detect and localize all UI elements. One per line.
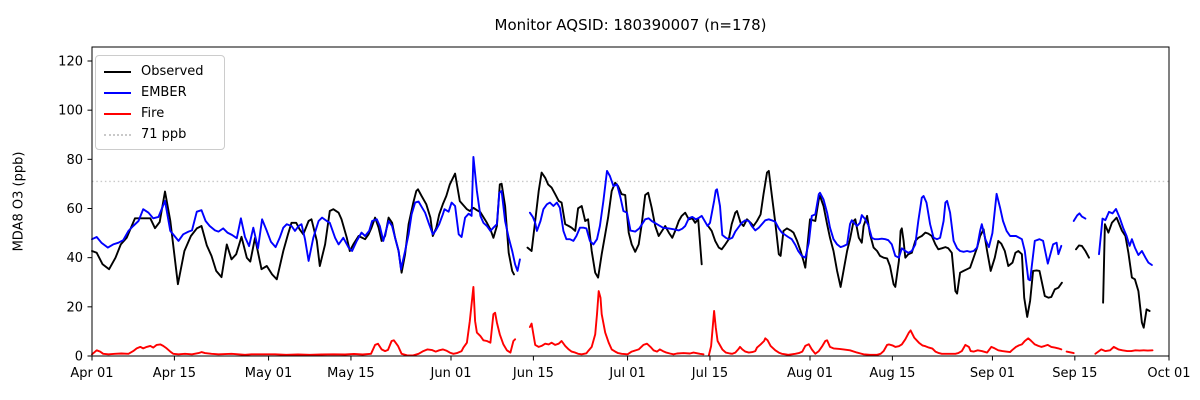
plot-border [91, 46, 1170, 357]
series-line-observed [91, 172, 515, 286]
y-tick-label: 120 [58, 55, 83, 70]
x-tick-label: Sep 01 [970, 366, 1015, 381]
series-ember [91, 155, 1153, 282]
legend-item-71-ppb: 71 ppb [104, 124, 216, 145]
x-axis: Apr 01 Apr 15 May 01 May 15 Jun 01 Jun 15 Jul … [70, 356, 1191, 381]
x-tick-label: Jul 01 [608, 366, 645, 381]
x-tick-label: Oct 01 [1147, 366, 1190, 381]
x-tick-label: Jun 01 [430, 366, 472, 381]
legend-swatch-71-ppb [104, 133, 131, 136]
series-line-fire [1065, 350, 1075, 355]
legend-label: Fire [141, 106, 165, 121]
x-tick-label: May 15 [327, 366, 375, 381]
series-line-ember [1072, 212, 1087, 222]
y-axis-label: MDA8 O3 (ppb) [11, 151, 27, 252]
series-line-fire [528, 290, 705, 356]
x-tick-label: Apr 15 [153, 366, 196, 381]
legend: Observed EMBER Fire 71 ppb [95, 55, 225, 150]
series-line-ember [528, 169, 1063, 282]
x-tick-label: Jun 15 [512, 366, 554, 381]
y-axis: 0 20 40 60 80 100 120 [58, 55, 92, 365]
x-tick-label: Apr 01 [70, 366, 113, 381]
series-line-fire [707, 310, 1063, 357]
x-tick-label: Aug 01 [787, 366, 833, 381]
legend-label: 71 ppb [141, 127, 187, 142]
y-tick-label: 20 [66, 300, 83, 315]
series-line-observed [707, 169, 1063, 318]
legend-swatch-observed [104, 70, 131, 73]
legend-swatch-ember [104, 91, 131, 94]
y-tick-label: 80 [66, 153, 83, 168]
x-tick-label: May 01 [245, 366, 293, 381]
x-tick-label: Sep 15 [1052, 366, 1097, 381]
series-line-observed [1102, 216, 1151, 329]
series-line-fire [1094, 345, 1154, 355]
y-tick-label: 0 [75, 350, 83, 365]
series-line-ember [1098, 208, 1153, 266]
series-line-fire [91, 285, 517, 357]
legend-item-fire: Fire [104, 103, 216, 124]
legend-item-ember: EMBER [104, 82, 216, 103]
legend-swatch-fire [104, 112, 131, 115]
y-tick-label: 40 [66, 251, 83, 266]
legend-label: EMBER [141, 85, 187, 100]
legend-label: Observed [141, 64, 204, 79]
series-fire [91, 285, 1154, 357]
x-tick-label: Jul 15 [691, 366, 728, 381]
series-line-observed [526, 171, 703, 279]
series-observed [91, 169, 1151, 329]
legend-item-observed: Observed [104, 61, 216, 82]
x-tick-label: Aug 15 [869, 366, 915, 381]
y-tick-label: 60 [66, 202, 83, 217]
y-tick-label: 100 [58, 104, 83, 119]
series-line-ember [91, 155, 521, 272]
series-line-observed [1075, 244, 1090, 259]
chart-title: Monitor AQSID: 180390007 (n=178) [494, 16, 767, 34]
